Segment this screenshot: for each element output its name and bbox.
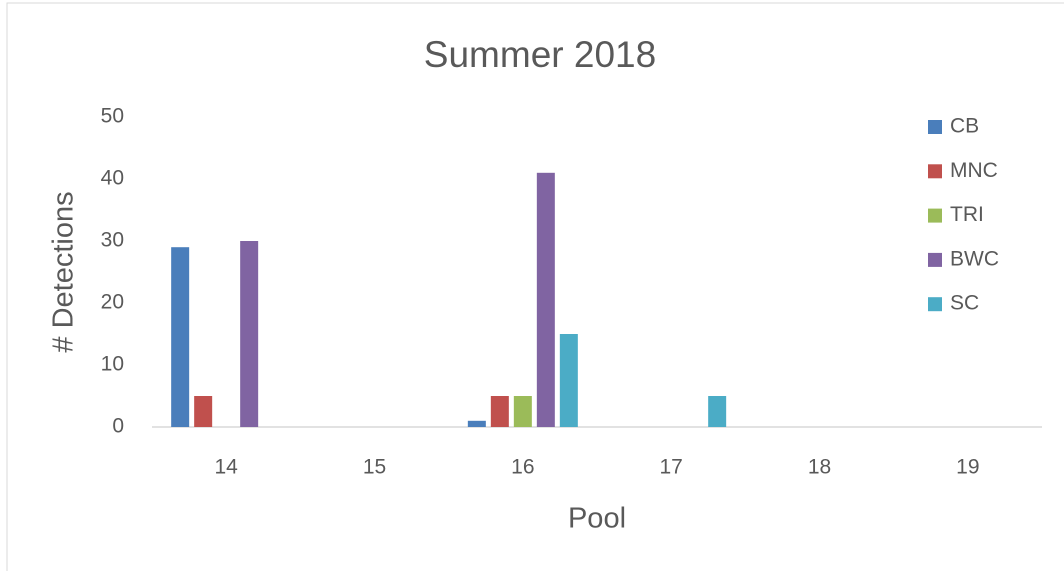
x-axis-label: Pool bbox=[568, 503, 626, 535]
bar bbox=[240, 241, 259, 427]
chart-title: Summer 2018 bbox=[424, 34, 656, 75]
legend-label: SC bbox=[950, 292, 979, 315]
chart-border bbox=[6, 2, 1064, 571]
legend-swatch bbox=[928, 120, 942, 134]
bar bbox=[708, 396, 727, 427]
bar bbox=[513, 396, 532, 427]
bar bbox=[467, 420, 486, 427]
x-tick-label: 15 bbox=[363, 456, 386, 479]
bar bbox=[559, 334, 578, 427]
y-axis-label: # Detections bbox=[48, 191, 80, 352]
y-tick-label: 10 bbox=[101, 353, 124, 376]
legend-swatch bbox=[928, 164, 942, 179]
y-tick-label: 50 bbox=[101, 105, 124, 128]
x-tick-label: 14 bbox=[214, 456, 238, 479]
legend-label: CB bbox=[950, 115, 979, 138]
y-tick-label: 0 bbox=[112, 415, 124, 438]
legend-label: BWC bbox=[950, 247, 999, 270]
legend-swatch bbox=[928, 297, 942, 312]
legend-label: MNC bbox=[950, 159, 998, 182]
bar bbox=[490, 396, 509, 427]
x-tick-label: 18 bbox=[808, 456, 831, 479]
legend-swatch bbox=[928, 208, 942, 223]
y-tick-label: 40 bbox=[101, 167, 124, 190]
bar bbox=[171, 247, 190, 427]
bar bbox=[536, 172, 555, 427]
x-tick-label: 16 bbox=[511, 456, 534, 479]
bar bbox=[194, 396, 213, 427]
y-tick-label: 20 bbox=[101, 291, 124, 314]
legend-label: TRI bbox=[950, 203, 984, 226]
x-tick-label: 19 bbox=[956, 456, 979, 479]
y-tick-label: 30 bbox=[101, 229, 124, 252]
x-tick-label: 17 bbox=[659, 456, 682, 479]
legend-swatch bbox=[928, 252, 942, 267]
